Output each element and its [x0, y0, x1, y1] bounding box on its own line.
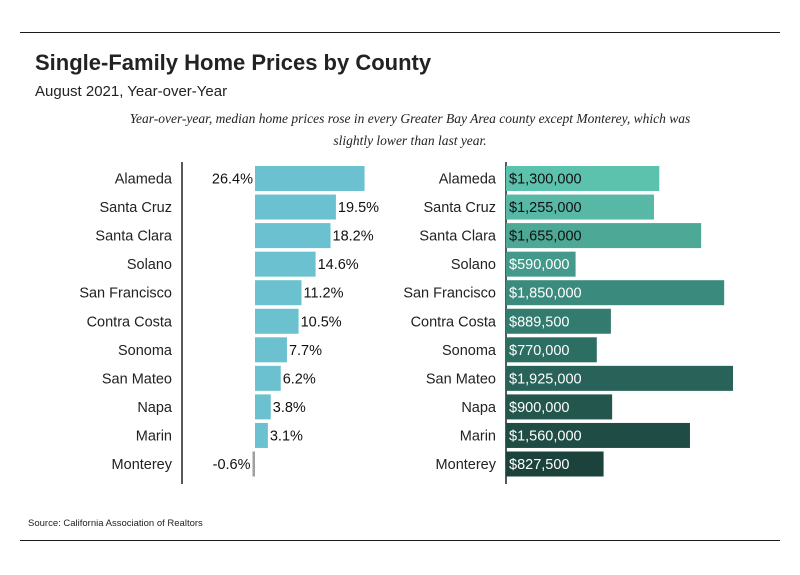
chart-note: Year-over-year, median home prices rose … [129, 111, 691, 148]
source-note: Source: California Association of Realto… [28, 518, 203, 529]
data-label-price-sonoma: $770,000 [509, 343, 569, 359]
bar-change-san-mateo [255, 365, 281, 391]
data-label-change-napa: 3.8% [273, 400, 306, 416]
bar-change-santa-cruz [255, 194, 336, 220]
data-label-change-san-francisco: 11.2% [303, 286, 343, 302]
category-label-left-solano: Solano [127, 257, 172, 273]
bar-price-alameda [506, 166, 660, 191]
category-label-left-sonoma: Sonoma [118, 343, 173, 359]
category-label-left-alameda: Alameda [115, 172, 173, 188]
bar-change-contra-costa [255, 308, 299, 334]
category-label-left-san-mateo: San Mateo [102, 371, 172, 387]
bar-change-santa-clara [255, 223, 331, 249]
bar-price-solano [506, 251, 576, 277]
category-label-left-monterey: Monterey [112, 457, 173, 473]
bar-price-santa-cruz [506, 194, 654, 220]
category-label-right-san-francisco: San Francisco [403, 286, 496, 302]
bar-change-san-francisco [255, 280, 302, 306]
data-label-price-marin: $1,560,000 [509, 428, 582, 444]
data-label-price-napa: $900,000 [509, 400, 569, 416]
bar-price-san-francisco [506, 280, 725, 306]
top-rule [20, 32, 780, 33]
data-label-price-san-mateo: $1,925,000 [509, 371, 582, 387]
category-label-left-san-francisco: San Francisco [79, 286, 172, 302]
bar-price-contra-costa [506, 308, 611, 334]
data-label-price-san-francisco: $1,850,000 [509, 286, 582, 302]
category-label-left-santa-clara: Santa Clara [95, 229, 173, 245]
data-label-price-santa-cruz: $1,255,000 [509, 200, 582, 216]
data-label-price-solano: $590,000 [509, 257, 569, 273]
chart-subtitle: August 2021, Year-over-Year [35, 83, 228, 100]
bar-change-alameda [255, 166, 365, 191]
bottom-rule [20, 540, 780, 541]
category-label-right-alameda: Alameda [439, 172, 497, 188]
median-price-chart: Alameda $1,300,000 Santa Cruz $1,255,000 San… [403, 162, 733, 484]
bar-price-monterey [506, 451, 604, 477]
category-label-right-contra-costa: Contra Costa [411, 314, 497, 330]
category-label-right-san-mateo: San Mateo [426, 371, 496, 387]
data-label-price-santa-clara: $1,655,000 [509, 229, 582, 245]
bar-change-monterey [252, 451, 255, 477]
bar-price-san-mateo [506, 365, 733, 391]
category-label-left-santa-cruz: Santa Cruz [99, 200, 172, 216]
data-label-change-santa-clara: 18.2% [333, 229, 374, 245]
data-label-change-contra-costa: 10.5% [301, 314, 342, 330]
data-label-change-marin: 3.1% [270, 428, 303, 444]
bar-price-napa [506, 394, 613, 420]
bar-change-sonoma [255, 337, 287, 363]
bar-price-santa-clara [506, 223, 702, 249]
chart-title: Single-Family Home Prices by County [35, 50, 432, 75]
data-label-change-alameda: 26.4% [212, 172, 253, 188]
data-label-price-monterey: $827,500 [509, 457, 569, 473]
category-label-right-marin: Marin [460, 428, 496, 444]
category-label-left-napa: Napa [137, 400, 173, 416]
bar-change-solano [255, 251, 316, 277]
category-label-left-contra-costa: Contra Costa [87, 314, 173, 330]
category-label-right-napa: Napa [461, 400, 497, 416]
bar-change-napa [255, 394, 271, 420]
category-label-right-solano: Solano [451, 257, 496, 273]
data-label-change-monterey: -0.6% [213, 457, 251, 473]
data-label-change-santa-cruz: 19.5% [338, 200, 379, 216]
category-label-right-sonoma: Sonoma [442, 343, 497, 359]
data-label-change-solano: 14.6% [318, 257, 359, 273]
data-label-change-san-mateo: 6.2% [283, 371, 316, 387]
price-change-chart: Alameda 26.4% Santa Cruz 19.5% Santa Clara 18… [79, 162, 379, 484]
data-label-price-contra-costa: $889,500 [509, 314, 569, 330]
data-label-change-sonoma: 7.7% [289, 343, 322, 359]
bar-price-marin [506, 422, 690, 448]
bar-price-sonoma [506, 337, 597, 363]
category-label-right-monterey: Monterey [436, 457, 497, 473]
bar-change-marin [255, 422, 268, 448]
data-label-price-alameda: $1,300,000 [509, 172, 582, 188]
category-label-left-marin: Marin [136, 428, 172, 444]
category-label-right-santa-cruz: Santa Cruz [423, 200, 496, 216]
category-label-right-santa-clara: Santa Clara [419, 229, 497, 245]
